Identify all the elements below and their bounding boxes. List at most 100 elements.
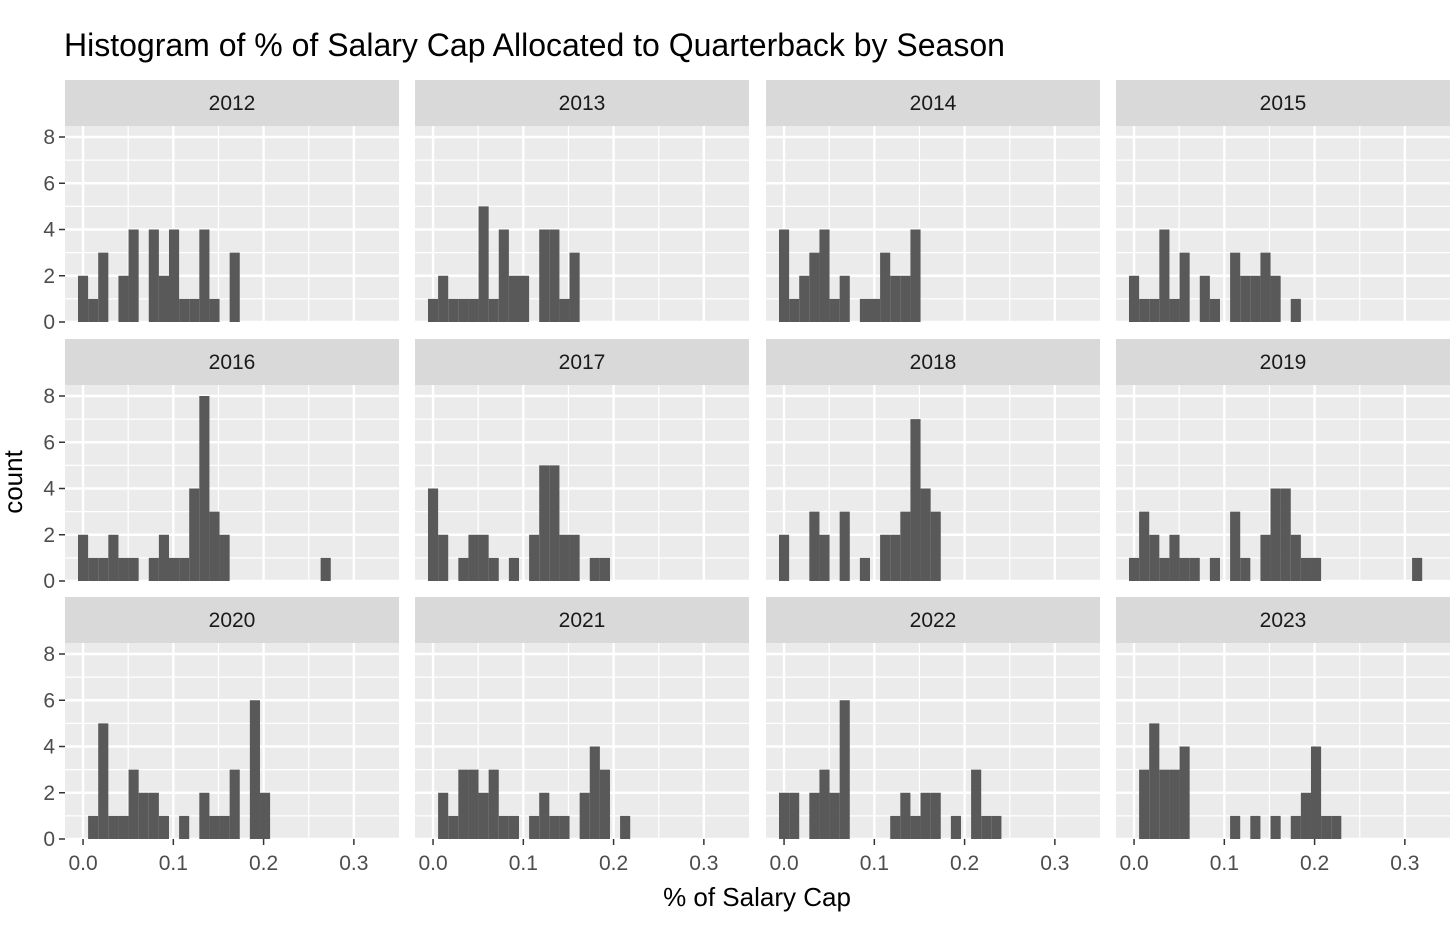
histogram-bar (209, 511, 220, 581)
y-tick-label: 4 (43, 736, 55, 759)
facet-strip (766, 80, 1100, 126)
histogram-bar (1199, 275, 1210, 322)
histogram-bar (209, 298, 220, 322)
histogram-bar (529, 815, 540, 839)
facet-strip-label: 2012 (209, 92, 256, 115)
histogram-bar (809, 792, 820, 839)
histogram-bar (128, 769, 139, 839)
x-tick-label: 0.0 (68, 852, 97, 875)
histogram-bar (880, 252, 891, 322)
histogram-bar (859, 557, 870, 581)
histogram-bar (158, 534, 169, 581)
histogram-bar (549, 229, 560, 322)
histogram-bar (488, 769, 499, 839)
histogram-bar (1290, 815, 1301, 839)
facet-panel-2017: 2017 (415, 339, 749, 583)
histogram-bar (869, 298, 881, 322)
histogram-bar (1159, 557, 1170, 581)
histogram-bar (569, 534, 580, 581)
y-tick-label: 6 (43, 172, 55, 195)
histogram-bar (1230, 815, 1241, 839)
histogram-bar (88, 298, 99, 322)
histogram-bar (508, 815, 519, 839)
x-tick-label: 0.1 (860, 852, 889, 875)
x-tick-label: 0.0 (1119, 852, 1148, 875)
histogram-bar (910, 229, 921, 322)
histogram-bar (219, 534, 230, 581)
chart-title: Histogram of % of Salary Cap Allocated t… (64, 27, 1005, 63)
histogram-bar (1260, 252, 1271, 322)
x-tick-label: 0.3 (339, 852, 368, 875)
histogram-bar (1300, 792, 1311, 839)
histogram-bar (890, 534, 901, 581)
facet-strip (1116, 339, 1450, 385)
histogram-bar (498, 815, 509, 839)
histogram-bar (1128, 275, 1140, 322)
facet-panel-2020: 2020 (65, 597, 399, 841)
histogram-bar (1149, 723, 1160, 839)
histogram-bar (1270, 488, 1281, 581)
histogram-bar (179, 557, 190, 581)
histogram-bar (1169, 534, 1180, 581)
facet-panel-2015: 2015 (1116, 80, 1450, 324)
histogram-bar (488, 298, 499, 322)
histogram-bar (1290, 534, 1301, 581)
histogram-bar (1128, 557, 1140, 581)
histogram-bar (189, 298, 200, 322)
facet-strip (415, 339, 749, 385)
histogram-bar (98, 252, 109, 322)
x-tick-label: 0.2 (249, 852, 278, 875)
histogram-bar (589, 557, 600, 581)
facet-strip-label: 2016 (209, 351, 256, 374)
axes: 0 2 4 6 8 0 2 4 6 8 0 2 4 6 8 0.0 0.1 0.2 0.3 0.0 0.1 0.2 0.3 0… (43, 126, 1419, 875)
histogram-bar (1412, 557, 1423, 581)
histogram-bar (128, 557, 139, 581)
histogram-bar (189, 488, 200, 581)
histogram-bar (809, 252, 820, 322)
histogram-bar (1209, 298, 1220, 322)
histogram-bar (229, 769, 240, 839)
histogram-bar (1149, 534, 1160, 581)
x-tick-label: 0.2 (599, 852, 628, 875)
y-tick-label: 6 (43, 431, 55, 454)
panel-background (65, 385, 399, 581)
histogram-bar (1321, 815, 1332, 839)
histogram-bar (900, 792, 911, 839)
histogram-bar (991, 815, 1002, 839)
y-tick-label: 0 (43, 828, 55, 851)
histogram-bar (508, 557, 519, 581)
panel-background (415, 126, 749, 322)
y-tick-label: 0 (43, 311, 55, 334)
histogram-bar (199, 229, 210, 322)
y-tick-label: 8 (43, 643, 55, 666)
histogram-bar (1331, 815, 1342, 839)
facet-panel-2018: 2018 (766, 339, 1100, 583)
facet-strip (1116, 80, 1450, 126)
histogram-bar (1300, 557, 1311, 581)
histogram-bar (438, 275, 449, 322)
histogram-bar (168, 229, 180, 322)
y-tick-label: 2 (43, 524, 55, 547)
histogram-bar (148, 229, 159, 322)
histogram-bar (1310, 746, 1322, 839)
histogram-bar (589, 746, 600, 839)
histogram-bar (599, 769, 610, 839)
histogram-bar (839, 700, 850, 839)
y-tick-label: 2 (43, 265, 55, 288)
histogram-bar (209, 815, 220, 839)
histogram-bar (789, 792, 800, 839)
y-tick-label: 2 (43, 782, 55, 805)
y-tick-label: 8 (43, 126, 55, 149)
histogram-bar (168, 557, 180, 581)
histogram-bar (930, 511, 941, 581)
y-tick-label: 4 (43, 219, 55, 242)
histogram-bar (900, 511, 911, 581)
facet-strip-label: 2023 (1260, 609, 1307, 632)
histogram-bar (778, 792, 790, 839)
histogram-bar (488, 557, 499, 581)
histogram-bar (539, 465, 550, 581)
histogram-bar (920, 488, 931, 581)
facet-strip (415, 597, 749, 643)
histogram-bar (108, 815, 119, 839)
histogram-bar (981, 815, 992, 839)
